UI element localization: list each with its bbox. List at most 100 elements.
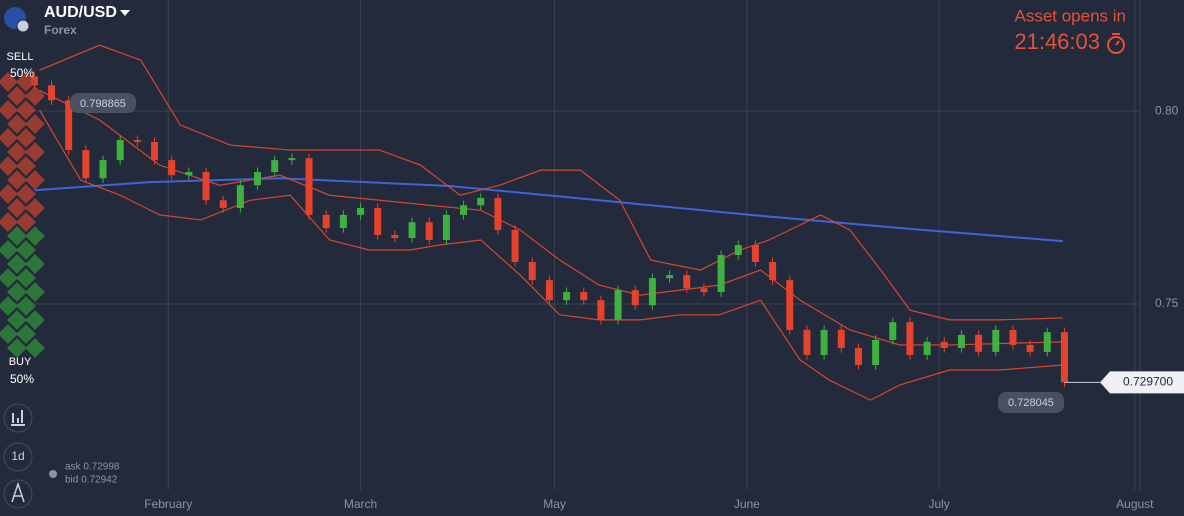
candle-body (116, 140, 124, 161)
sentiment-diamond (7, 338, 27, 358)
x-tick-label: May (543, 497, 566, 511)
sell-pct: 50% (10, 66, 34, 80)
chart-type-button[interactable] (3, 403, 33, 433)
candle-body (992, 329, 1000, 352)
candle-body (854, 348, 862, 365)
candle-body (1060, 332, 1068, 383)
candle-body (494, 197, 502, 230)
candle-body (1026, 344, 1034, 352)
sell-label: SELL (7, 51, 34, 63)
candle-body (563, 292, 571, 301)
candle-body (236, 185, 244, 208)
candle-body (597, 300, 605, 320)
candle-body (408, 222, 416, 239)
candle-body (631, 290, 639, 306)
candle-body (271, 160, 279, 173)
candle-body (460, 205, 468, 215)
candle-body (666, 275, 674, 279)
timer-label: Asset opens in (1014, 6, 1126, 25)
candle-body (614, 290, 622, 320)
stopwatch-icon (1112, 33, 1120, 46)
indicator-line (39, 89, 1063, 346)
y-tick-label: 0.80 (1155, 103, 1179, 117)
sentiment-diamond (16, 268, 36, 288)
candle-body (957, 334, 965, 349)
candle-body (803, 329, 811, 355)
high-label: 0.798865 (80, 98, 126, 110)
candle-body (786, 280, 794, 330)
draw-button[interactable] (3, 479, 33, 509)
candle-body (357, 207, 365, 215)
indicator-line (38, 109, 1063, 401)
sentiment-diamond (16, 296, 36, 316)
sentiment-diamond (16, 100, 36, 120)
buy-pct: 50% (10, 372, 34, 386)
candle-body (975, 334, 983, 352)
candle-body (374, 207, 382, 235)
sentiment-diamond (7, 310, 27, 330)
candle-body (391, 234, 399, 239)
x-tick-label: June (734, 497, 760, 511)
candle-body (65, 100, 73, 151)
sentiment-diamond (25, 338, 45, 358)
flag-icon (16, 19, 30, 33)
candle-body (82, 150, 90, 179)
x-tick-label: July (928, 497, 949, 511)
sentiment-diamond (0, 268, 18, 288)
plot (30, 44, 1068, 401)
period-button[interactable] (3, 442, 33, 472)
candle-body (99, 160, 107, 179)
sentiment-diamond (16, 324, 36, 344)
candle-body (442, 214, 450, 240)
sentiment-diamond (25, 254, 45, 274)
last-price: 0.729700 (1123, 375, 1173, 389)
candle-body (151, 141, 159, 161)
symbol[interactable]: AUD/USD (44, 4, 117, 21)
candle-body (648, 278, 656, 306)
candle-body (305, 158, 313, 215)
candle-body (872, 339, 880, 365)
candle-body (185, 172, 193, 176)
candle-body (1009, 329, 1017, 345)
buy-label: BUY (9, 356, 32, 368)
draw-icon (11, 481, 25, 503)
period[interactable]: 1d (11, 449, 24, 463)
sentiment-diamond (0, 324, 18, 344)
stopwatch-icon (1107, 36, 1125, 54)
candle-body (820, 329, 828, 355)
candle-body (511, 229, 519, 262)
x-tick-label: August (1116, 497, 1154, 511)
candle-body (700, 288, 708, 293)
candle-body (288, 158, 296, 161)
y-tick-label: 0.75 (1155, 296, 1179, 310)
indicator-line (34, 177, 1063, 243)
candle-body (528, 261, 536, 281)
candle-body (837, 329, 845, 349)
bid: bid 0.72942 (65, 475, 118, 486)
sentiment-diamond (7, 86, 27, 106)
candle-body (48, 85, 56, 101)
candle-body (940, 341, 948, 349)
candle-body (769, 261, 777, 281)
candle-body (168, 160, 176, 176)
x-tick-label: March (344, 497, 377, 511)
dropdown-arrow[interactable] (120, 10, 130, 16)
help-icon[interactable] (49, 470, 57, 478)
sentiment-diamond (25, 282, 45, 302)
candle-body (580, 292, 588, 301)
candle-body (133, 140, 141, 142)
category: Forex (44, 23, 77, 37)
candle-body (339, 214, 347, 229)
sentiment-diamond (25, 310, 45, 330)
candle-body (219, 200, 227, 208)
sentiment-diamond (25, 86, 45, 106)
candle-body (751, 245, 759, 262)
sentiment-diamond (16, 72, 36, 92)
sentiment-diamond (0, 100, 18, 120)
candle-body (425, 222, 433, 240)
high-label-box (70, 93, 136, 113)
x-tick-label: February (144, 497, 192, 511)
